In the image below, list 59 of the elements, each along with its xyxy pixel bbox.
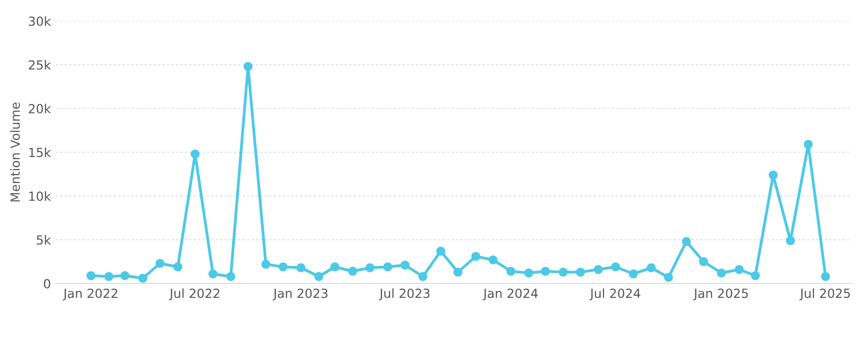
point — [261, 260, 270, 269]
point — [768, 170, 778, 180]
point — [383, 262, 392, 272]
point — [173, 262, 182, 272]
point — [244, 62, 253, 72]
y-tick-label: 5k — [36, 235, 52, 245]
x-tick-label: Jul 2022 — [169, 288, 220, 300]
y-tick-label: 0 — [44, 278, 50, 288]
point — [418, 272, 428, 282]
point — [594, 264, 603, 274]
y-tick-label: 15k — [29, 148, 52, 158]
y-tick-label: 20k — [28, 104, 52, 114]
point — [664, 272, 673, 282]
point — [506, 266, 516, 276]
point — [208, 269, 218, 278]
point — [750, 271, 760, 280]
point — [821, 272, 830, 282]
x-tick-label: Jan 2024 — [482, 288, 538, 300]
point — [348, 266, 358, 276]
y-axis-title: Mention Volume — [10, 102, 20, 202]
point — [540, 266, 550, 276]
y-tick-label: 10k — [29, 191, 52, 201]
point — [699, 257, 708, 266]
point — [120, 271, 130, 280]
point — [804, 140, 813, 149]
point — [488, 255, 498, 264]
point — [330, 262, 340, 272]
y-tick-label: 25k — [28, 60, 52, 70]
point — [296, 263, 306, 272]
point — [558, 268, 568, 277]
point — [155, 258, 165, 268]
point — [278, 262, 288, 272]
point — [716, 268, 726, 278]
point — [190, 149, 200, 159]
x-tick-label: Jan 2022 — [62, 288, 118, 300]
point — [436, 246, 446, 256]
x-tick-label: Jan 2023 — [272, 288, 328, 300]
point — [400, 260, 410, 270]
x-tick-label: Jul 2025 — [799, 288, 850, 300]
point — [682, 236, 691, 246]
point — [365, 263, 374, 272]
point — [453, 268, 462, 277]
point — [314, 272, 324, 282]
x-tick-label: Jul 2024 — [589, 288, 640, 300]
point — [86, 271, 96, 280]
point — [471, 252, 480, 261]
y-tick-label: 30k — [28, 16, 52, 26]
point — [226, 272, 236, 282]
point — [576, 268, 585, 277]
point — [138, 274, 148, 283]
point — [524, 268, 534, 278]
x-tick-label: Jan 2025 — [693, 288, 748, 300]
point — [104, 272, 114, 282]
point — [628, 269, 638, 278]
point — [786, 236, 795, 246]
point — [646, 263, 656, 272]
point — [734, 264, 744, 274]
x-tick-label: Jul 2023 — [378, 288, 430, 300]
point — [611, 262, 620, 272]
